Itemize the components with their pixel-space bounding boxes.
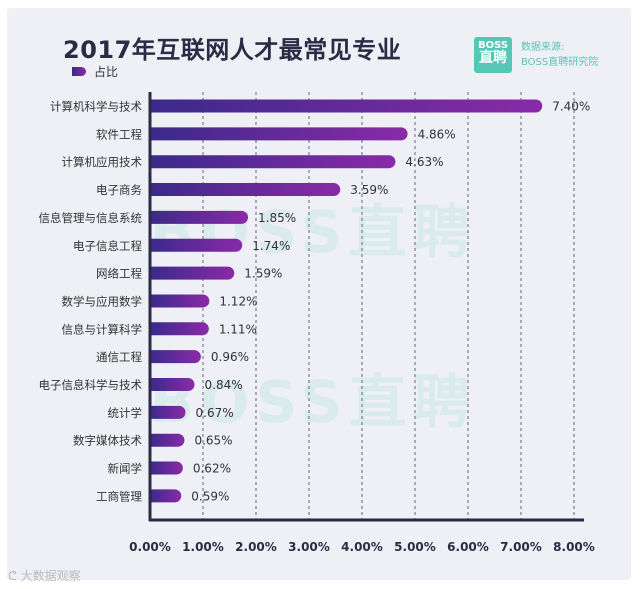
credit-text: 大数据观察 (20, 569, 81, 583)
bar (150, 210, 249, 224)
category-label: 新闻学 (108, 462, 143, 476)
category-label: 电子商务 (96, 183, 142, 197)
category-label: 信息与计算科学 (62, 322, 143, 336)
category-label: 电子信息工程 (73, 239, 142, 253)
category-label: 工商管理 (96, 489, 142, 503)
bar-value-label: 3.59% (350, 183, 388, 197)
legend: 占比 (72, 63, 118, 80)
bar (150, 238, 243, 252)
legend-swatch (72, 67, 86, 76)
weibo-icon: ᕦ (8, 569, 21, 583)
bar-value-label: 1.12% (219, 294, 257, 308)
x-tick-label: 8.00% (553, 540, 595, 554)
bar-value-label: 1.74% (252, 239, 290, 253)
credit-watermark: ᕦ 大数据观察 (8, 567, 81, 584)
source-label: 数据来源: (521, 42, 565, 53)
category-label: 数学与应用数学 (62, 294, 143, 308)
x-tick-label: 3.00% (288, 540, 330, 554)
bar (150, 350, 201, 364)
bar-value-label: 0.67% (196, 406, 234, 420)
x-tick-label: 7.00% (500, 540, 542, 554)
bar (150, 322, 209, 336)
bar-value-label: 0.96% (211, 350, 249, 364)
chart-title: 2017年互联网人才最常见专业 (63, 36, 402, 64)
bar-value-label: 7.40% (552, 100, 590, 114)
category-label: 数字媒体技术 (73, 434, 142, 448)
bar-value-label: 1.59% (244, 267, 282, 281)
bar (150, 155, 396, 169)
category-label: 电子信息科学与技术 (39, 378, 143, 392)
bar (150, 405, 186, 419)
bar (150, 127, 408, 141)
bar (150, 433, 185, 447)
bar-value-label: 1.85% (258, 211, 296, 225)
bar (150, 489, 182, 503)
category-label: 通信工程 (96, 350, 142, 364)
bar (150, 378, 195, 391)
bar (150, 461, 183, 475)
category-label: 软件工程 (96, 127, 142, 141)
bar-value-label: 0.62% (193, 462, 231, 476)
bar-value-label: 0.84% (205, 378, 243, 392)
category-label: 网络工程 (96, 267, 142, 281)
x-tick-label: 1.00% (182, 540, 224, 554)
x-tick-label: 2.00% (235, 540, 277, 554)
category-label: 信息管理与信息系统 (39, 211, 143, 225)
bar (150, 183, 341, 197)
bar (150, 266, 235, 280)
category-label: 计算机应用技术 (62, 155, 143, 169)
bar-value-label: 4.86% (418, 127, 456, 141)
x-tick-label: 0.00% (129, 540, 171, 554)
bar-value-label: 4.63% (405, 155, 443, 169)
bar-value-label: 1.11% (219, 322, 257, 336)
bar-value-label: 0.59% (191, 489, 229, 503)
bar (150, 99, 543, 113)
legend-label: 占比 (94, 65, 119, 79)
bar-value-label: 0.65% (194, 434, 232, 448)
brand-logo: BOSS 直聘 (474, 37, 512, 73)
brand-logo-line1: BOSS (477, 40, 509, 51)
x-tick-label: 4.00% (341, 540, 383, 554)
data-source: 数据来源: BOSS直聘研究院 (521, 40, 598, 70)
bar (150, 294, 210, 308)
category-label: 统计学 (108, 406, 143, 420)
source-name: BOSS直聘研究院 (521, 57, 599, 68)
x-tick-label: 5.00% (394, 540, 436, 554)
x-tick-label: 6.00% (447, 540, 489, 554)
brand-logo-line2: 直聘 (479, 50, 507, 66)
category-label: 计算机科学与技术 (50, 100, 142, 114)
